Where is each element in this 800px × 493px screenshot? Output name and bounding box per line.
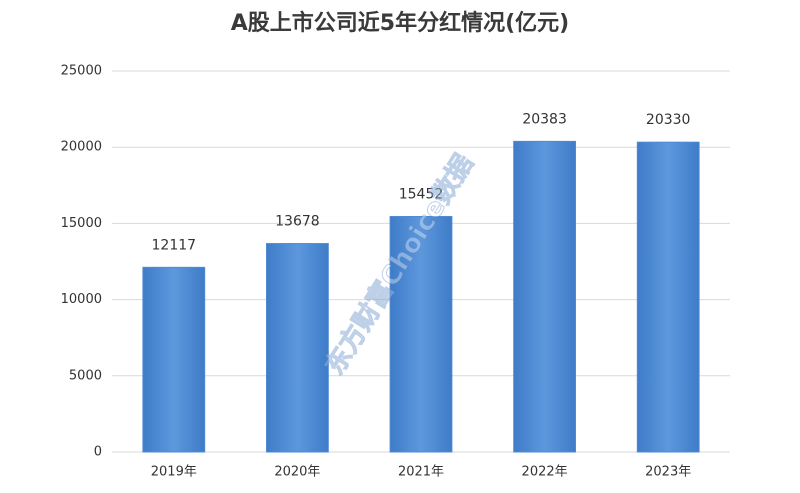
y-tick-label: 0: [94, 445, 102, 460]
bar: [142, 266, 206, 453]
y-tick-label: 20000: [61, 140, 102, 155]
value-label: 20383: [522, 111, 567, 127]
value-label: 12117: [152, 237, 197, 253]
x-tick-label: 2020年: [274, 465, 320, 480]
x-tick-label: 2019年: [151, 465, 197, 480]
y-tick-label: 25000: [61, 64, 102, 79]
chart-title: A股上市公司近5年分红情况(亿元): [231, 10, 569, 36]
y-tick-label: 5000: [69, 368, 102, 383]
value-label: 13678: [275, 214, 320, 230]
x-tick-label: 2021年: [398, 465, 444, 480]
x-tick-label: 2023年: [645, 465, 691, 480]
y-tick-label: 10000: [61, 292, 102, 307]
bar: [389, 216, 453, 453]
x-tick-label: 2022年: [522, 465, 568, 480]
bar: [636, 141, 700, 453]
bar: [266, 243, 329, 453]
value-label: 15452: [399, 187, 444, 203]
bar: [513, 140, 577, 453]
y-tick-label: 15000: [61, 216, 102, 231]
value-label: 20330: [646, 112, 691, 128]
